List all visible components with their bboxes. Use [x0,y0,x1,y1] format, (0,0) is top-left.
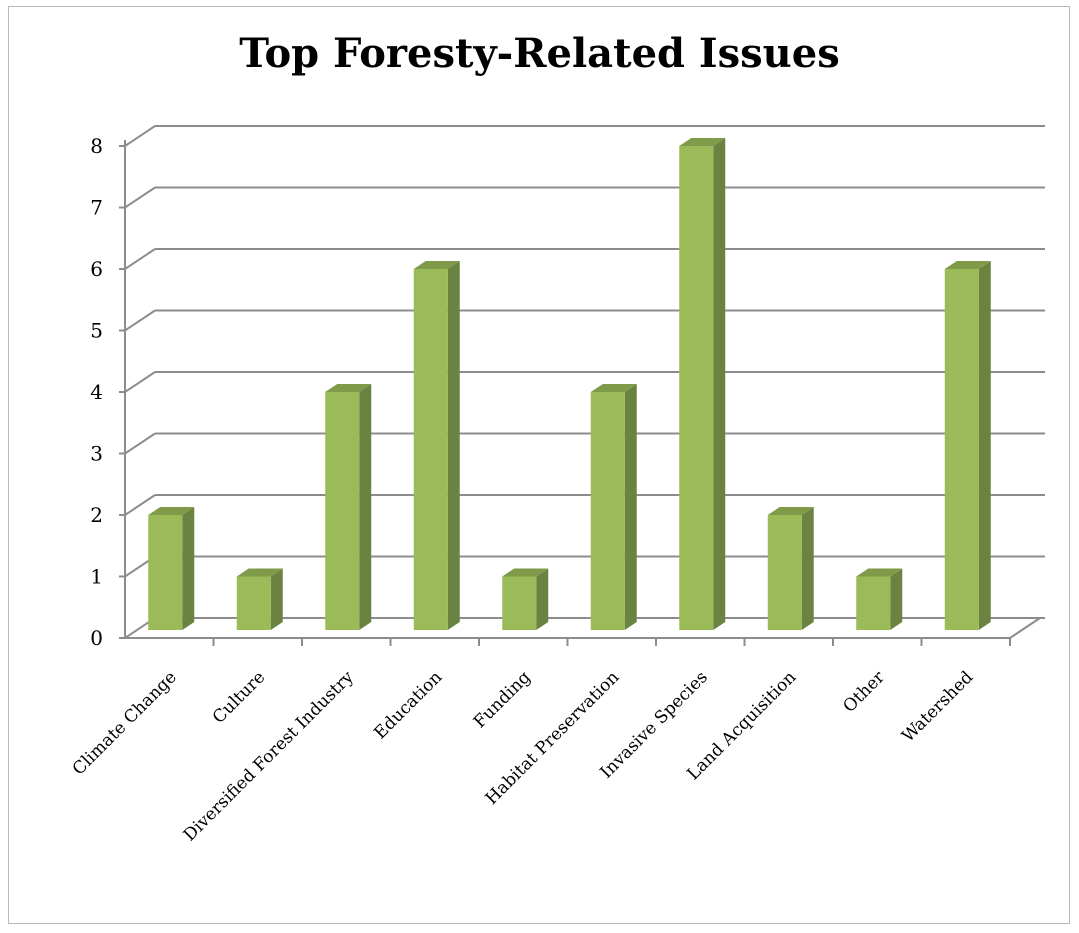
bar-front [856,576,891,630]
y-tick-label: 2 [90,503,103,527]
gridlines [124,125,1045,639]
bar-top [502,568,549,577]
bar [767,507,814,630]
bar-side [801,507,814,630]
bar-side [270,568,283,630]
bar-side [978,261,991,630]
bar-front [502,576,537,630]
gridline-depth [124,309,156,332]
x-tick-label: Education [370,667,446,743]
bar-front [679,146,714,630]
bar-side [890,568,903,630]
bar [236,568,283,630]
gridline-depth [124,125,156,147]
bar-front [767,515,802,630]
x-tick-label: Other [839,667,889,717]
bar [944,261,991,630]
y-tick-label: 5 [90,319,103,343]
bar [325,384,372,630]
bar-side [359,384,372,630]
gridline-depth [124,371,156,393]
bar-front [590,392,625,630]
bar [679,138,726,630]
bar-side [182,507,195,630]
bar-front [944,269,979,630]
x-tick-label: Climate Change [69,667,181,779]
bar-top [944,261,991,269]
y-tick-label: 1 [90,565,103,589]
bar-top [236,568,283,577]
bar [590,384,637,630]
bar [502,568,549,630]
bar-top [856,568,903,577]
y-tick-label: 4 [90,380,103,404]
y-tick-label: 7 [90,196,103,220]
gridline-depth [124,186,156,209]
bar [148,507,195,630]
bar [856,568,903,630]
x-tick-label: Diversified Forest Industry [180,667,358,845]
bar-front [413,269,448,630]
x-tick-label: Culture [209,667,269,727]
gridline-depth [124,432,156,455]
x-tick-label: Watershed [898,667,977,746]
bar-side [536,568,549,630]
y-tick-label: 8 [90,134,103,158]
bar-front [148,515,183,630]
x-tick-label: Funding [470,667,535,732]
bar-top [590,384,637,392]
axes [119,140,1041,646]
bar [413,261,460,630]
chart-title: Top Foresty-Related Issues [239,30,840,77]
bar-top [413,261,460,269]
y-tick-label: 6 [90,257,103,281]
bars [148,138,991,630]
chart-frame [8,6,1070,924]
bar-front [325,392,360,630]
bar-side [713,138,726,630]
gridline-depth [124,494,156,516]
bar-top [679,138,726,146]
labels: 0 1 2 3 4 5 6 7 8 Climate Change CultureDiversifie… [69,134,978,845]
bar-top [148,507,195,515]
y-tick-label: 0 [90,626,103,650]
x-axis-depth [1009,617,1041,639]
gridline-depth [124,248,156,270]
bar-top [325,384,372,392]
bar-side [447,261,460,630]
bar-side [624,384,637,630]
y-tick-label: 3 [90,442,103,466]
bar-top [767,507,814,515]
bar-front [236,576,271,630]
